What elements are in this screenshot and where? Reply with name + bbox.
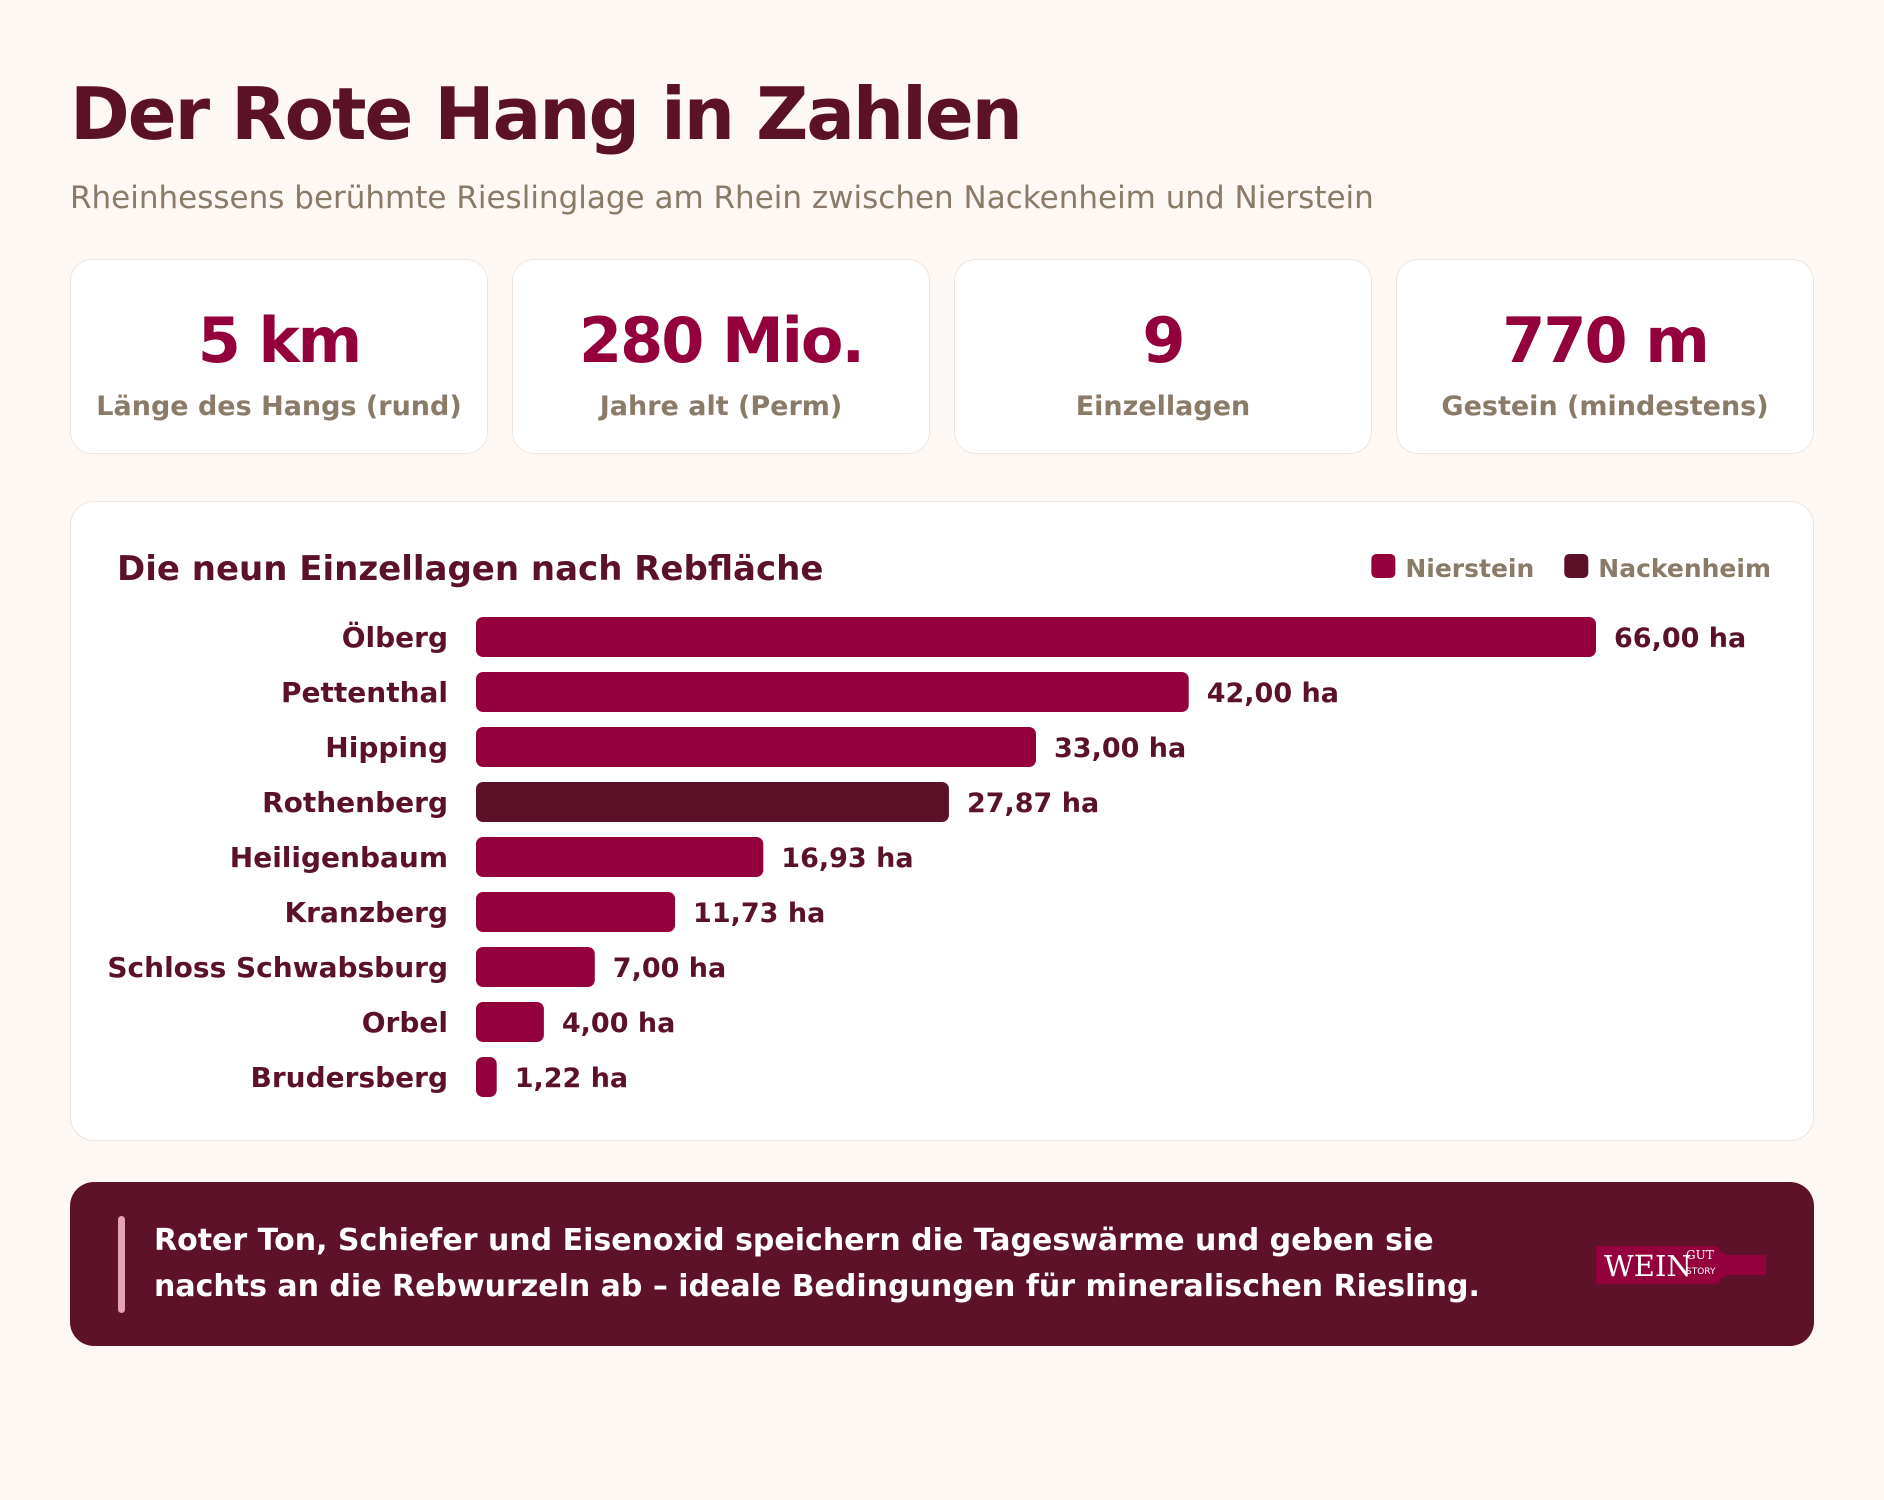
category-label: Brudersberg (251, 1061, 448, 1094)
bar-kranzberg (476, 892, 676, 932)
value-label: 66,00 ha (1614, 623, 1746, 654)
value-label: 16,93 ha (781, 843, 913, 874)
chart-bars: Ölberg 66,00 ha Pettenthal 42,00 ha Hipping 3… (107, 617, 1746, 1097)
logo-text-main: WEIN (1604, 1249, 1692, 1283)
stat-value: 9 (1142, 304, 1185, 377)
bar-heiligenbaum (476, 837, 764, 877)
category-label: Pettenthal (281, 676, 448, 709)
legend-label-nackenheim: Nackenheim (1598, 554, 1771, 583)
stat-value: 770 m (1502, 304, 1710, 377)
chart-card: Die neun Einzellagen nach Rebfläche Nack… (70, 501, 1814, 1141)
value-label: 1,22 ha (515, 1063, 628, 1094)
category-label: Kranzberg (284, 896, 448, 929)
value-label: 11,73 ha (693, 898, 825, 929)
stat-card-einzellagen: 9 Einzellagen (954, 259, 1372, 454)
category-label: Rothenberg (262, 786, 448, 819)
bar-hipping (476, 727, 1036, 767)
category-label: Ölberg (342, 620, 448, 654)
stat-label: Länge des Hangs (rund) (96, 391, 462, 422)
page-subtitle: Rheinhessens berühmte Rieslinglage am Rh… (70, 180, 1374, 216)
bar-chart: Die neun Einzellagen nach Rebfläche Nack… (107, 549, 1771, 1097)
stat-card-length: 5 km Länge des Hangs (rund) (70, 259, 488, 454)
banner-text: Roter Ton, Schiefer und Eisenoxid speich… (154, 1223, 1480, 1304)
info-banner: Roter Ton, Schiefer und Eisenoxid speich… (70, 1182, 1814, 1346)
bar-pettenthal (476, 672, 1189, 712)
logo-text-top: GUT (1686, 1248, 1714, 1262)
chart-title: Die neun Einzellagen nach Rebfläche (117, 549, 823, 589)
logo-text-bottom: STORY (1686, 1267, 1716, 1277)
stat-label: Jahre alt (Perm) (599, 391, 843, 422)
stat-value: 280 Mio. (578, 304, 865, 377)
stat-card-rock: 770 m Gestein (mindestens) (1396, 259, 1814, 454)
chart-legend: Nackenheim Nierstein (1371, 554, 1771, 583)
category-label: Schloss Schwabsburg (107, 951, 448, 984)
value-label: 7,00 ha (613, 953, 726, 984)
bar-orbel (476, 1002, 544, 1042)
weingut-story-logo: WEIN GUT STORY (1596, 1246, 1766, 1284)
banner-accent-bar (118, 1216, 125, 1313)
bar-schloss-schwabsburg (476, 947, 595, 987)
bar-ölberg (476, 617, 1596, 657)
value-label: 27,87 ha (967, 788, 1099, 819)
legend-swatch-nierstein (1371, 554, 1396, 578)
stat-label: Einzellagen (1075, 391, 1251, 422)
legend-swatch-nackenheim (1564, 554, 1589, 578)
value-label: 33,00 ha (1054, 733, 1186, 764)
value-label: 42,00 ha (1207, 678, 1339, 709)
category-label: Orbel (362, 1006, 448, 1039)
page-title: Der Rote Hang in Zahlen (70, 72, 1023, 156)
stat-label: Gestein (mindestens) (1441, 391, 1769, 422)
category-label: Heiligenbaum (230, 841, 448, 874)
stat-card-age: 280 Mio. Jahre alt (Perm) (512, 259, 930, 454)
stat-value: 5 km (197, 304, 363, 377)
bar-rothenberg (476, 782, 949, 822)
value-label: 4,00 ha (562, 1008, 675, 1039)
category-label: Hipping (325, 731, 448, 764)
stats-row: 5 km Länge des Hangs (rund) 280 Mio. Jah… (70, 259, 1814, 456)
legend-label-nierstein: Nierstein (1405, 554, 1534, 583)
bar-brudersberg (476, 1057, 497, 1097)
